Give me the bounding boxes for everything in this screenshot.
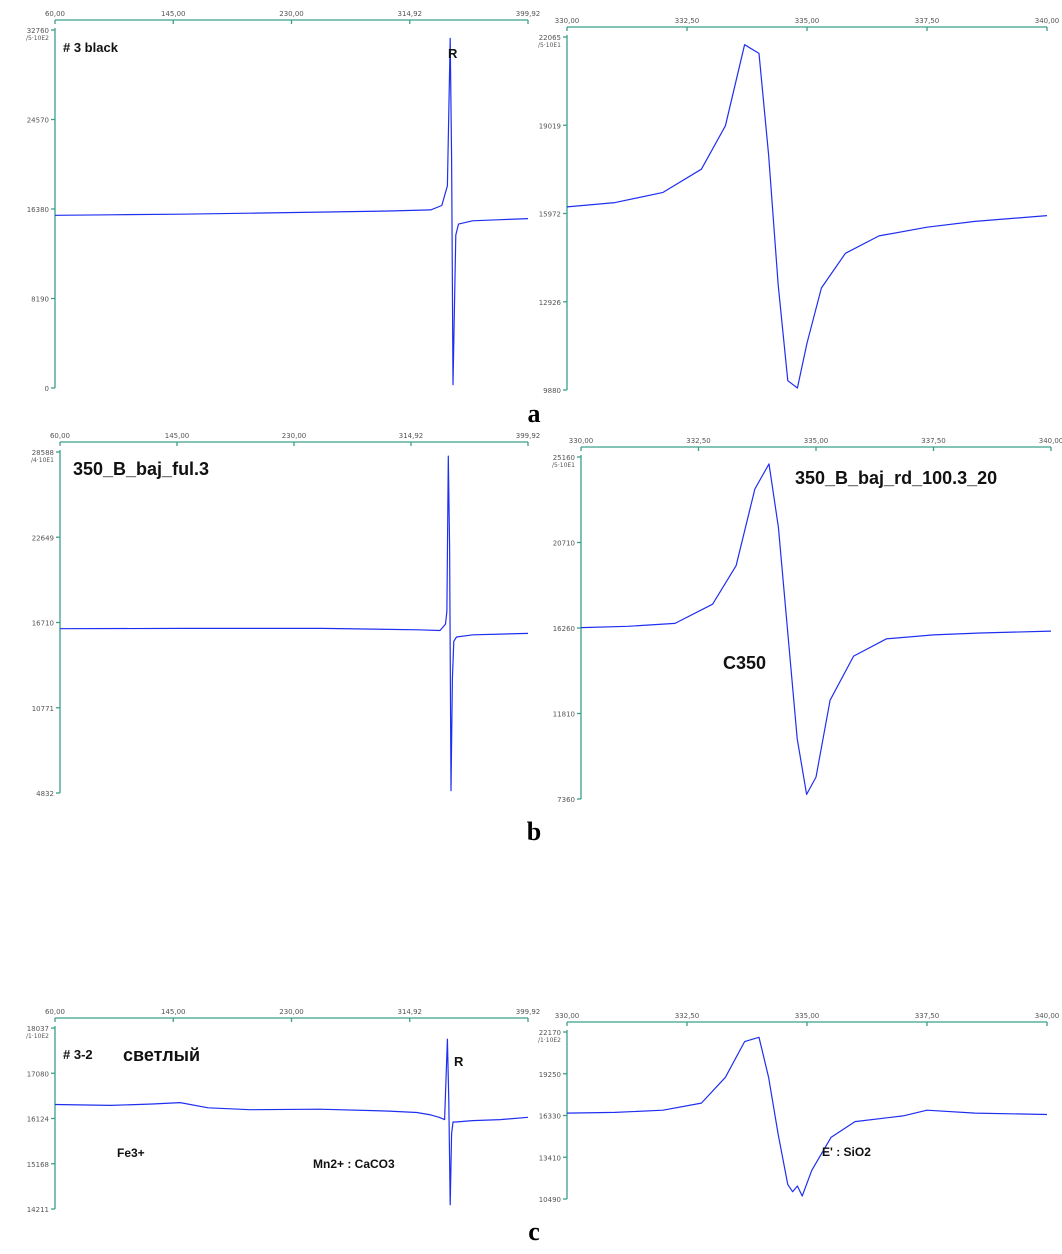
chart-b-right: 330,00 332,50 335,00 337,50 340,00 25160 20710…: [552, 437, 1062, 804]
annotation-label: R: [454, 1054, 464, 1069]
annotation-label: E' : SiO2: [822, 1145, 871, 1159]
y-tick-label: 8190: [31, 296, 49, 304]
x-tick-label: 340,00: [1035, 17, 1060, 25]
spectrum-line: [59, 455, 529, 792]
y-scale-unit: /1·10E2: [26, 1033, 49, 1040]
x-tick-label: 230,00: [282, 432, 307, 440]
y-scale-unit: /1·10E2: [538, 1037, 561, 1044]
y-tick-label: 25160: [553, 454, 575, 462]
x-tick-label: 337,50: [921, 437, 946, 445]
x-tick-label: 330,00: [555, 1012, 580, 1020]
y-tick-label: 32760: [27, 27, 49, 35]
chart-a-left: 60,00 145,00 230,00 314,92 399,92 32760 24570 1…: [26, 10, 540, 393]
x-tick-label: 332,50: [675, 1012, 700, 1020]
y-tick-label: 16260: [553, 625, 575, 633]
annotation-label: Mn2+ : CaCO3: [313, 1157, 395, 1171]
chart-b-left: 60,00 145,00 230,00 314,92 399,92 28588 22649 1…: [31, 432, 540, 798]
spectrum-line: [54, 1038, 529, 1206]
annotation-label: 350_B_baj_ful.3: [73, 459, 209, 479]
y-scale-unit: /4·10E1: [31, 457, 54, 464]
y-tick-label: 16380: [27, 206, 49, 214]
y-tick-label: 14211: [27, 1206, 49, 1214]
y-tick-label: 10490: [539, 1196, 561, 1204]
y-scale-unit: /5·10E1: [538, 42, 561, 49]
x-tick-label: 145,00: [161, 1008, 186, 1016]
y-tick-label: 15972: [539, 211, 561, 219]
x-tick-label: 399,92: [516, 10, 541, 18]
spectrum-line: [580, 463, 1052, 796]
y-tick-label: 19250: [539, 1071, 561, 1079]
spectrum-line: [566, 1036, 1048, 1197]
x-tick-label: 335,00: [795, 17, 820, 25]
x-tick-label: 230,00: [279, 1008, 304, 1016]
spectrum-line: [54, 37, 529, 386]
x-tick-label: 330,00: [555, 17, 580, 25]
x-tick-label: 332,50: [686, 437, 711, 445]
y-tick-label: 19019: [539, 122, 561, 130]
x-tick-label: 60,00: [45, 10, 65, 18]
x-tick-label: 399,92: [516, 1008, 541, 1016]
y-tick-label: 4832: [36, 790, 54, 798]
y-tick-label: 22649: [32, 534, 54, 542]
y-tick-label: 16330: [539, 1113, 561, 1121]
chart-a-right: 330,00 332,50 335,00 337,50 340,00 22065 19019…: [538, 17, 1059, 395]
annotation-label: светлый: [123, 1045, 200, 1065]
x-tick-label: 314,92: [398, 10, 423, 18]
x-tick-label: 337,50: [915, 17, 940, 25]
y-tick-label: 11810: [553, 711, 575, 719]
x-tick-label: 145,00: [165, 432, 190, 440]
x-tick-label: 314,92: [398, 1008, 423, 1016]
y-tick-label: 7360: [557, 796, 575, 804]
y-tick-label: 22065: [539, 34, 561, 42]
x-tick-label: 340,00: [1035, 1012, 1060, 1020]
y-tick-label: 15168: [27, 1161, 49, 1169]
x-tick-label: 335,00: [804, 437, 829, 445]
y-tick-label: 20710: [553, 540, 575, 548]
y-tick-label: 18037: [27, 1025, 49, 1033]
annotation-label: # 3-2: [63, 1047, 93, 1062]
y-tick-label: 12926: [539, 299, 562, 307]
y-tick-label: 28588: [32, 449, 54, 457]
y-scale-unit: /5·10E2: [26, 35, 49, 42]
x-tick-label: 330,00: [569, 437, 594, 445]
chart-c-right: 330,00 332,50 335,00 337,50 340,00 22170 19250…: [538, 1012, 1059, 1204]
y-tick-label: 16124: [27, 1116, 50, 1124]
y-tick-label: 24570: [27, 117, 49, 125]
x-tick-label: 145,00: [161, 10, 186, 18]
x-tick-label: 335,00: [795, 1012, 820, 1020]
x-tick-label: 340,00: [1039, 437, 1062, 445]
y-scale-unit: /5·10E1: [552, 462, 575, 469]
annotation-label: C350: [723, 653, 766, 673]
x-tick-label: 399,92: [516, 432, 541, 440]
annotation-label: # 3 black: [63, 40, 119, 55]
panel-letter-b: b: [527, 817, 541, 846]
x-tick-label: 337,50: [915, 1012, 940, 1020]
panel-letter-c: c: [528, 1217, 540, 1246]
x-tick-label: 60,00: [45, 1008, 65, 1016]
chart-c-left: 60,00 145,00 230,00 314,92 399,92 18037 17080 1…: [26, 1008, 540, 1214]
x-tick-label: 332,50: [675, 17, 700, 25]
x-tick-label: 230,00: [279, 10, 304, 18]
x-tick-label: 60,00: [50, 432, 70, 440]
y-tick-label: 17080: [27, 1070, 49, 1078]
annotation-label: Fe3+: [117, 1146, 145, 1160]
y-tick-label: 16710: [32, 620, 54, 628]
y-tick-label: 22170: [539, 1029, 561, 1037]
y-tick-label: 10771: [32, 705, 54, 713]
y-tick-label: 0: [45, 385, 49, 393]
panel-letter-a: a: [528, 399, 541, 428]
x-tick-label: 314,92: [399, 432, 424, 440]
annotation-label: R: [448, 46, 458, 61]
y-tick-label: 9880: [543, 387, 561, 395]
y-tick-label: 13410: [539, 1154, 561, 1162]
spectrum-line: [566, 44, 1048, 389]
annotation-label: 350_B_baj_rd_100.3_20: [795, 468, 997, 488]
